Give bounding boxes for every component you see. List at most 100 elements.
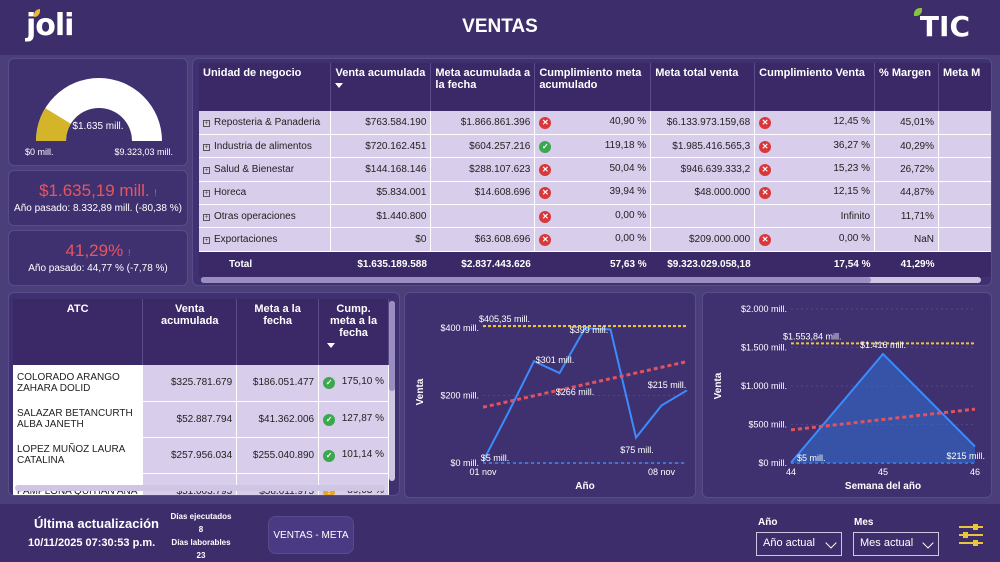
cell-meta-m (938, 181, 991, 206)
cell-atc-name[interactable]: COLORADO ARANGO ZAHARA DOLID (13, 365, 144, 402)
cell-cumplimiento-venta: ✕ 36,27 % (754, 134, 876, 159)
header-bar: joli VENTAS TIC (0, 0, 1000, 55)
y-tick-label: $500 mill. (748, 420, 787, 430)
days-info: Días ejecutados 8 Días laborables 23 (170, 510, 232, 562)
business-unit-table-card: Unidad de negocio Venta acumulada Meta a… (192, 58, 992, 286)
data-label: $215 mill. (946, 451, 985, 461)
joli-logo: joli (26, 8, 74, 43)
col-header-meta-fecha[interactable]: Meta acumulada a la fecha (430, 63, 536, 111)
data-label: $5 mill. (797, 453, 826, 463)
filter-sliders-icon[interactable] (958, 522, 984, 548)
x-circle-icon: ✕ (539, 234, 552, 247)
business-unit-table: Unidad de negocio Venta acumulada Meta a… (199, 63, 991, 278)
atc-table-card: ATC Venta acumulada Meta a la fecha Cump… (8, 292, 400, 496)
series-line (482, 327, 688, 462)
gauge-max: $9.323,03 mill. (114, 147, 173, 157)
atc-table-row[interactable]: LOPEZ MUÑOZ LAURA CATALINA $257.956.034 $2… (13, 437, 389, 474)
last-update-date: 10/11/2025 07:30:53 p.m. (28, 537, 156, 549)
cell-unit[interactable]: + Horeca (199, 181, 332, 206)
table-row[interactable]: + Industria de alimentos $720.162.451 $604.… (199, 134, 991, 159)
cell-margen: 40,29% (874, 134, 939, 159)
cell-atc-meta: $41.362.006 (236, 401, 320, 438)
table-row[interactable]: + Horeca $5.834.001 $14.608.696 ✕ 39,94 % $48.… (199, 181, 991, 206)
x-circle-icon: ✕ (759, 140, 772, 153)
meta-line-label: $405,35 mill. (479, 314, 530, 324)
table-row[interactable]: + Reposteria & Panaderia $763.584.190 $1.86… (199, 111, 991, 135)
gauge-chart (36, 78, 162, 141)
cell-meta-m (938, 134, 991, 159)
cell-meta-fecha: $14.608.696 (430, 181, 536, 206)
cell-unit[interactable]: + Industria de alimentos (199, 134, 332, 159)
cell-meta-m (938, 157, 991, 182)
gauge-min: $0 mill. (25, 147, 54, 157)
atc-table-row[interactable]: SALAZAR BETANCURTH ALBA JANETH $52.887.79… (13, 401, 389, 438)
cell-unit[interactable]: + Salud & Bienestar (199, 157, 332, 182)
col-header-unidad[interactable]: Unidad de negocio (199, 63, 332, 111)
tic-logo: TIC (913, 8, 970, 43)
col-header-meta-total[interactable]: Meta total venta (650, 63, 756, 111)
cell-cumplimiento-meta: ✓ 119,18 % (534, 134, 652, 159)
table-horizontal-scrollbar[interactable] (201, 277, 981, 283)
cell-cumplimiento-meta: ✕ 0,00 % (534, 227, 652, 252)
weekly-sales-chart: $0 mill. $500 mill. $1.000 mill. $1.500 mil… (713, 304, 985, 492)
col-header-atc[interactable]: ATC (13, 299, 144, 365)
atc-table-row[interactable]: COLORADO ARANGO ZAHARA DOLID $325.781.679… (13, 365, 389, 402)
cell-atc-name[interactable]: SALAZAR BETANCURTH ALBA JANETH (13, 401, 144, 438)
days-executed-value: 8 (198, 525, 204, 534)
total-margen: 41,29% (874, 251, 939, 278)
month-filter-select[interactable]: Mes actual (853, 532, 939, 556)
cell-unit[interactable]: + Reposteria & Panaderia (199, 111, 332, 135)
col-header-cumplimiento-venta[interactable]: Cumplimiento Venta (754, 63, 876, 111)
y-tick-label: $0 mill. (450, 458, 479, 468)
table-row[interactable]: + Otras operaciones $1.440.800 ✕ 0,00 % Infin… (199, 204, 991, 229)
col-header-atc-meta[interactable]: Meta a la fecha (236, 299, 320, 365)
chevron-down-icon (922, 537, 934, 549)
expand-plus-icon[interactable]: + (203, 166, 210, 174)
daily-sales-chart-card: $0 mill. $200 mill. $400 mill. 01 nov 08 nov… (404, 292, 696, 498)
atc-vertical-scrollbar[interactable] (389, 301, 395, 481)
col-header-atc-cump[interactable]: Cump. meta a la fecha (318, 299, 389, 365)
cell-meta-fecha: $1.866.861.396 (430, 111, 536, 135)
chevron-down-icon (825, 537, 837, 549)
cell-meta-m (938, 111, 991, 135)
expand-plus-icon[interactable]: + (203, 213, 210, 221)
expand-plus-icon[interactable]: + (203, 119, 210, 127)
cell-atc-name[interactable]: LOPEZ MUÑOZ LAURA CATALINA (13, 437, 144, 474)
col-header-venta[interactable]: Venta acumulada (330, 63, 432, 111)
x-circle-icon: ✕ (539, 187, 552, 200)
cell-unit[interactable]: + Exportaciones (199, 227, 332, 252)
x-tick-label: 01 nov (469, 467, 497, 477)
cell-meta-fecha: $288.107.623 (430, 157, 536, 182)
scrollbar-thumb[interactable] (201, 277, 871, 283)
x-circle-icon: ✕ (539, 163, 552, 176)
cell-meta-fecha: $604.257.216 (430, 134, 536, 159)
expand-plus-icon[interactable]: + (203, 190, 210, 198)
atc-horizontal-scrollbar[interactable] (15, 485, 385, 491)
check-circle-icon: ✓ (323, 449, 336, 462)
cell-unit[interactable]: + Otras operaciones (199, 204, 332, 229)
gauge-fill (36, 108, 71, 141)
month-filter-label: Mes (854, 517, 874, 528)
data-label: $215 mill. (648, 380, 687, 390)
col-header-meta-m[interactable]: Meta M (938, 63, 991, 111)
cell-meta-m (938, 227, 991, 252)
table-row[interactable]: + Salud & Bienestar $144.168.146 $288.107.6… (199, 157, 991, 182)
total-label: Total (199, 251, 331, 278)
col-header-margen[interactable]: % Margen (874, 63, 939, 111)
col-header-cumplimiento-meta[interactable]: Cumplimiento meta acumulado (534, 63, 652, 111)
cell-atc-venta: $325.781.679 (142, 365, 238, 402)
y-tick-label: $1.500 mill. (741, 343, 787, 353)
year-filter-select[interactable]: Año actual (756, 532, 842, 556)
col-header-atc-venta[interactable]: Venta acumulada (142, 299, 238, 365)
expand-plus-icon[interactable]: + (203, 237, 210, 245)
kpi-margin-previous: Año pasado: 44,77 % (-7,78 %) (28, 263, 168, 274)
ventas-meta-button[interactable]: VENTAS - META (268, 516, 354, 554)
kpi-margin-alert-mark: ! (127, 248, 131, 258)
table-row[interactable]: + Exportaciones $0 $63.608.696 ✕ 0,00 % $209.0… (199, 227, 991, 252)
kpi-sales-card: $1.635,19 mill. ! Año pasado: 8.332,89 m… (8, 170, 188, 226)
y-tick-label: $400 mill. (440, 323, 479, 333)
total-meta-m (938, 251, 991, 278)
meta-line-label: $1.553,84 mill. (783, 331, 842, 341)
scrollbar-thumb[interactable] (389, 301, 395, 391)
expand-plus-icon[interactable]: + (203, 143, 210, 151)
